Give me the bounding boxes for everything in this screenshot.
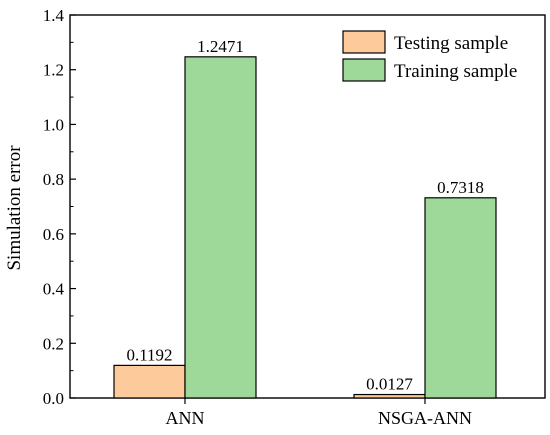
y-tick-label: 0.8 — [43, 170, 64, 189]
legend-swatch-testing-sample — [342, 30, 386, 54]
x-axis: ANN NSGA-ANN — [166, 398, 472, 428]
y-tick-label: 1.4 — [43, 6, 65, 25]
x-tick-label: ANN — [166, 408, 205, 428]
legend-swatch-training-sample — [342, 58, 386, 82]
y-tick-label: 1.2 — [43, 61, 64, 80]
bar-training-sample — [184, 56, 257, 399]
bar-value-labels: 0.1192 0.0127 1.2471 0.7318 — [126, 37, 483, 394]
y-tick-label: 1.0 — [43, 115, 64, 134]
bar-value-label: 0.7318 — [437, 178, 484, 197]
y-tick-label: 0.6 — [43, 225, 64, 244]
bar-training-sample — [424, 197, 497, 399]
bar-value-label: 0.1192 — [126, 345, 172, 364]
legend-label: Training sample — [394, 61, 517, 82]
bar-testing-sample — [113, 364, 186, 399]
y-tick-label: 0.0 — [43, 389, 64, 408]
legend: Testing sample Training sample — [342, 30, 517, 82]
y-tick-label: 0.4 — [43, 280, 65, 299]
y-axis: 0.0 0.2 0.4 0.6 0.8 1.0 1.2 1.4 — [43, 6, 76, 408]
y-tick-label: 0.2 — [43, 334, 64, 353]
bar-testing-sample — [353, 393, 426, 399]
bars — [113, 56, 497, 399]
bar-value-label: 0.0127 — [366, 375, 413, 394]
legend-label: Testing sample — [394, 33, 508, 54]
y-axis-title: Simulation error — [4, 145, 25, 271]
bar-value-label: 1.2471 — [197, 37, 244, 56]
x-tick-label: NSGA-ANN — [378, 408, 472, 428]
